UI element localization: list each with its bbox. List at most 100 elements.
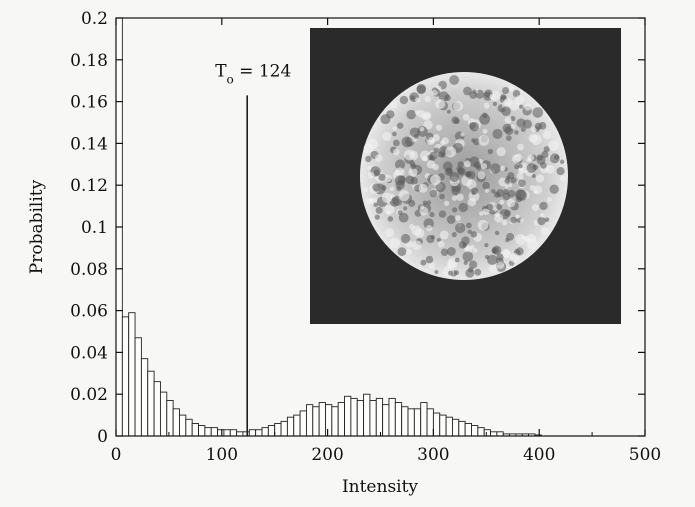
inset-speckle	[487, 148, 494, 155]
inset-speckle	[467, 198, 477, 207]
inset-speckle	[411, 225, 422, 236]
inset-speckle	[540, 227, 549, 236]
inset-speckle	[533, 189, 538, 194]
inset-speckle	[531, 127, 537, 133]
inset-speckle	[454, 270, 460, 275]
histogram-bar	[369, 400, 377, 437]
histogram-bar	[363, 393, 371, 437]
inset-speckle	[414, 110, 420, 115]
y-tick-label: 0.02	[70, 385, 108, 405]
inset-speckle	[446, 109, 451, 114]
histogram-bar	[242, 431, 250, 437]
inset-speckle	[462, 113, 470, 121]
inset-speckle	[398, 190, 410, 202]
inset-image	[310, 28, 621, 324]
threshold-label-base: T	[215, 62, 227, 82]
inset-speckle	[463, 160, 471, 168]
inset-speckle	[389, 237, 401, 248]
inset-speckle	[430, 174, 441, 186]
histogram-bar	[305, 404, 314, 437]
histogram-bar	[147, 370, 155, 437]
inset-speckle	[519, 218, 524, 223]
y-tick-label: 0.2	[81, 9, 108, 29]
inset-speckle	[530, 134, 542, 146]
inset-speckle	[516, 172, 524, 180]
inset-speckle	[501, 100, 511, 109]
inset-speckle	[532, 164, 539, 170]
inset-speckle	[456, 193, 464, 201]
x-axis-ticks: 0 100 200 300 400 500	[111, 18, 661, 465]
inset-speckle	[537, 216, 546, 226]
inset-speckle	[382, 131, 392, 141]
inset-speckle	[389, 186, 395, 192]
histogram-bar	[445, 416, 453, 437]
histogram-bar	[204, 427, 212, 437]
inset-speckle	[447, 270, 454, 276]
inset-speckle	[545, 164, 555, 174]
inset-speckle	[491, 247, 499, 254]
inset-speckle	[462, 251, 474, 262]
histogram-bar	[166, 400, 174, 437]
inset-speckle	[514, 164, 520, 170]
inset-speckle	[482, 208, 490, 216]
inset-speckle	[440, 140, 446, 146]
inset-speckle	[518, 179, 526, 187]
inset-speckle	[496, 253, 504, 261]
inset-speckle	[367, 171, 375, 179]
inset-speckle	[431, 89, 438, 96]
inset-speckle	[410, 163, 417, 170]
inset-speckle	[373, 169, 380, 176]
inset-speckle	[496, 189, 505, 198]
inset-speckle	[451, 232, 457, 238]
histogram-bar	[286, 416, 295, 437]
inset-speckle	[453, 118, 460, 125]
inset-speckle	[367, 138, 379, 150]
inset-speckle	[466, 179, 477, 190]
inset-speckle	[492, 128, 503, 139]
inset-speckle	[468, 260, 478, 269]
inset-speckle	[425, 255, 434, 264]
inset-speckle	[505, 237, 510, 243]
threshold-label-sub: o	[227, 73, 234, 87]
inset-speckle	[465, 170, 472, 178]
inset-speckle	[420, 259, 427, 266]
histogram-bar	[185, 418, 193, 437]
histogram-bar	[483, 429, 491, 437]
inset-speckle	[488, 263, 498, 273]
histogram-bar	[344, 395, 352, 437]
inset-speckle	[496, 147, 506, 157]
inset-speckle	[484, 188, 490, 193]
inset-speckle	[503, 189, 509, 195]
inset-speckle	[544, 217, 550, 222]
inset-speckle	[401, 136, 413, 148]
inset-speckle	[438, 210, 447, 218]
histogram-bar	[401, 406, 409, 437]
inset-speckle	[408, 199, 416, 207]
y-tick-label: 0.04	[70, 343, 108, 363]
inset-speckle	[504, 178, 510, 184]
inset-speckle	[446, 246, 456, 256]
histogram-bar	[140, 358, 149, 437]
histogram-bar	[248, 429, 257, 437]
inset-speckle	[502, 192, 511, 201]
histogram-bar	[318, 402, 326, 437]
inset-speckle	[444, 200, 450, 206]
inset-speckle	[410, 95, 416, 101]
inset-speckle	[491, 189, 496, 194]
inset-speckle	[429, 155, 436, 162]
inset-speckle	[547, 197, 552, 203]
inset-speckle	[472, 89, 477, 94]
inset-speckle	[486, 203, 494, 211]
inset-speckle	[415, 97, 421, 103]
inset-speckle	[517, 143, 525, 151]
histogram-bar	[261, 427, 269, 437]
inset-speckle	[426, 225, 433, 232]
histogram-bar	[477, 427, 485, 437]
inset-speckle	[442, 161, 453, 172]
inset-speckle	[411, 240, 422, 251]
inset-speckle	[455, 222, 466, 234]
x-tick-label: 500	[629, 445, 661, 465]
inset-speckle	[393, 148, 400, 156]
inset-speckle	[479, 211, 484, 216]
